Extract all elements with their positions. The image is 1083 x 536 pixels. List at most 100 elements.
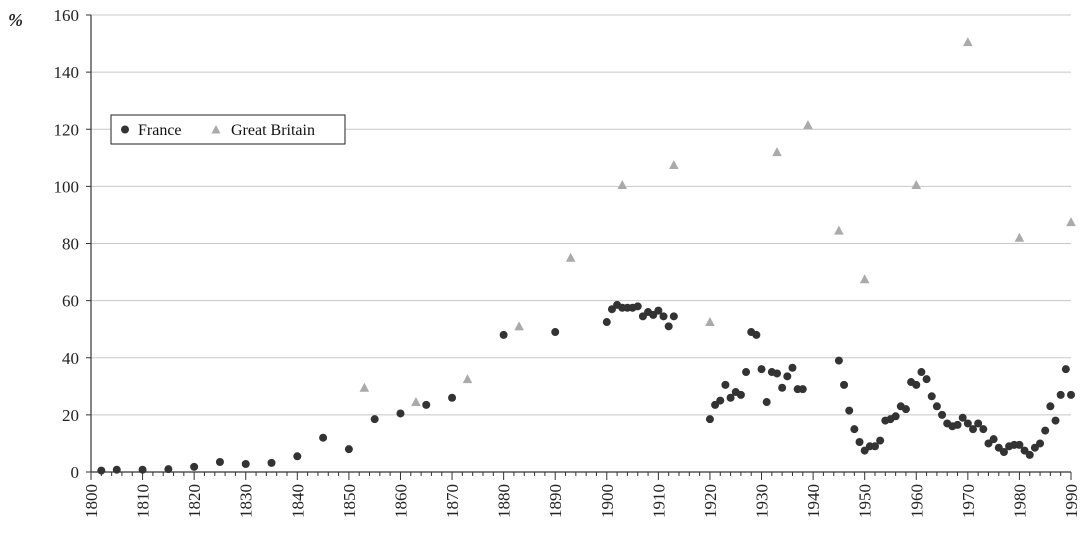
- legend: France Great Britain: [110, 114, 346, 145]
- point-france: [845, 406, 854, 415]
- x-tick-label: 1880: [495, 484, 514, 518]
- point-france: [726, 393, 735, 402]
- point-great-britain: [705, 317, 715, 327]
- point-great-britain: [359, 382, 370, 392]
- point-france: [716, 396, 725, 405]
- y-tick-label: 20: [62, 406, 79, 425]
- x-tick-label: 1900: [598, 484, 617, 518]
- point-great-britain: [1066, 217, 1076, 227]
- point-france: [742, 368, 751, 377]
- point-france: [922, 375, 931, 384]
- x-tick-label: 1920: [701, 484, 720, 518]
- y-tick-label: 140: [54, 63, 80, 82]
- point-france: [917, 368, 926, 377]
- point-great-britain: [565, 252, 576, 262]
- point-france: [979, 425, 988, 434]
- point-france: [499, 330, 508, 339]
- gridlines: [91, 14, 1071, 416]
- point-france: [344, 445, 353, 454]
- point-france: [932, 402, 941, 411]
- y-tick-label: 80: [62, 235, 79, 254]
- x-tick-label: 1840: [288, 484, 307, 518]
- point-france: [1036, 439, 1045, 448]
- point-france: [974, 419, 983, 428]
- point-france: [370, 415, 379, 424]
- point-france: [773, 369, 781, 378]
- point-france: [654, 306, 663, 315]
- point-france: [396, 409, 405, 418]
- point-france: [164, 465, 173, 474]
- point-france: [664, 322, 673, 331]
- point-france: [752, 330, 761, 339]
- point-france: [1015, 440, 1024, 449]
- point-great-britain: [803, 119, 813, 129]
- point-france: [783, 372, 792, 381]
- point-france: [969, 425, 977, 434]
- point-great-britain: [834, 225, 844, 235]
- point-great-britain: [617, 179, 628, 189]
- point-great-britain: [462, 374, 473, 384]
- y-tick-label: 60: [62, 292, 79, 311]
- point-france: [840, 380, 849, 389]
- point-france: [422, 400, 431, 409]
- point-france: [241, 460, 250, 469]
- point-france: [97, 466, 106, 475]
- legend-france-marker: [121, 125, 129, 134]
- point-france: [876, 436, 885, 445]
- point-france: [721, 380, 730, 389]
- point-great-britain: [963, 37, 973, 47]
- x-tick-label: 1980: [1010, 484, 1029, 518]
- point-great-britain: [514, 321, 524, 331]
- point-france: [1046, 402, 1055, 411]
- point-france: [112, 465, 121, 474]
- point-france: [927, 392, 936, 401]
- data-points: [97, 37, 1076, 475]
- point-great-britain: [669, 159, 679, 169]
- point-france: [551, 328, 560, 337]
- x-tick-label: 1940: [804, 484, 823, 518]
- point-france: [1067, 390, 1075, 399]
- point-france: [319, 433, 328, 442]
- point-france: [1051, 416, 1060, 425]
- x-tick-label: 1820: [185, 484, 204, 518]
- point-france: [1056, 390, 1065, 399]
- y-tick-label: 120: [54, 120, 80, 139]
- y-tick-label: 0: [71, 463, 80, 482]
- point-france: [215, 458, 224, 467]
- x-tick-label: 1810: [134, 484, 153, 518]
- point-france: [602, 318, 611, 327]
- x-tick-label: 1800: [82, 484, 101, 518]
- x-axis-ticks: 1800 1810 1820 1830 1840 1850 1860 1870 1880 1890…: [82, 472, 1081, 518]
- legend-great-britain-label: Great Britain: [231, 122, 315, 139]
- x-tick-label: 1870: [443, 484, 462, 518]
- point-france: [958, 413, 967, 422]
- point-france: [1025, 450, 1034, 459]
- point-great-britain: [1014, 232, 1025, 242]
- point-france: [633, 302, 642, 311]
- point-france: [757, 365, 766, 374]
- point-great-britain: [411, 397, 421, 407]
- point-france: [891, 412, 900, 421]
- point-france: [659, 312, 668, 321]
- x-tick-label: 1860: [391, 484, 410, 518]
- point-france: [669, 312, 678, 321]
- point-france: [798, 385, 807, 394]
- x-tick-label: 1850: [340, 484, 359, 518]
- x-tick-label: 1960: [907, 484, 926, 518]
- y-tick-label: 160: [54, 6, 80, 25]
- point-france: [999, 448, 1008, 457]
- point-france: [938, 410, 947, 419]
- point-france: [190, 462, 199, 471]
- y-tick-label: 100: [54, 177, 80, 196]
- point-france: [834, 356, 843, 365]
- point-france: [778, 383, 787, 392]
- point-france: [138, 465, 147, 474]
- point-great-britain: [911, 179, 922, 189]
- point-france: [855, 438, 864, 447]
- point-france: [267, 458, 276, 467]
- point-france: [901, 405, 910, 414]
- x-tick-label: 1830: [237, 484, 256, 518]
- legend-france-label: France: [138, 122, 182, 139]
- point-france: [293, 452, 302, 461]
- point-france: [1041, 426, 1050, 435]
